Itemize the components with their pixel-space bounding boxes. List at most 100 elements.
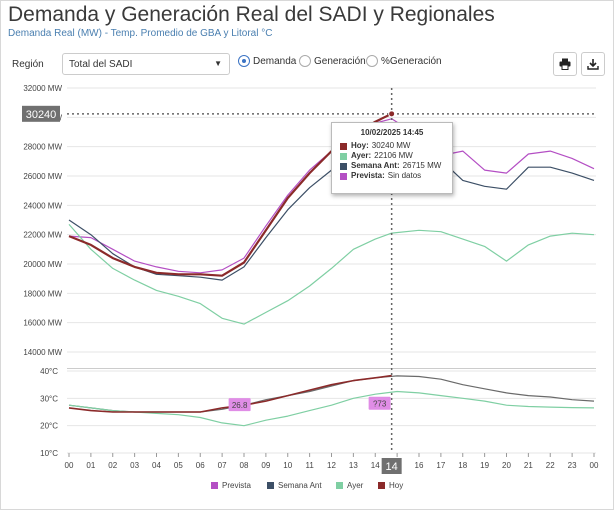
radio-demanda-dot[interactable]: [238, 55, 250, 67]
x-tick-label: 09: [261, 461, 270, 470]
tooltip-value-semana-ant: 26715 MW: [402, 161, 442, 170]
radio-generacion-dot[interactable]: [299, 55, 311, 67]
legend-item-hoy[interactable]: Hoy: [378, 481, 403, 490]
temperature-y-tick: 20°C: [40, 422, 58, 431]
series-line-semana-ant: [68, 375, 595, 413]
temperature-y-tick: 10°C: [40, 449, 58, 458]
demand-y-tick: 24000 MW: [23, 201, 62, 210]
demand-y-tick: 22000 MW: [23, 231, 62, 240]
radio-porcentaje-generacion[interactable]: %Generación: [366, 55, 442, 67]
page-title: Demanda y Generación Real del SADI y Reg…: [8, 3, 495, 26]
download-button[interactable]: [581, 52, 605, 76]
tooltip-row-hoy: Hoy: 30240 MW: [340, 141, 444, 151]
annotation-label: ?73: [373, 400, 387, 409]
temperature-y-axis: 10°C 20°C 30°C 40°C: [40, 367, 58, 458]
tooltip-key-hoy: Hoy:: [351, 141, 369, 150]
x-tick-label: 03: [130, 461, 139, 470]
page-subtitle: Demanda Real (MW) - Temp. Promedio de GB…: [8, 28, 273, 39]
x-tick-label: 11: [305, 461, 314, 470]
series-line-ayer: [68, 390, 595, 427]
tooltip-header: 10/02/2025 14:45: [360, 128, 424, 137]
tooltip-key-ayer: Ayer:: [351, 151, 372, 160]
temperature-series: [68, 374, 595, 427]
x-tick-label: 23: [568, 461, 577, 470]
crosshair: 30240 14: [22, 88, 596, 474]
temperature-y-tick: 30°C: [40, 394, 58, 403]
crosshair-point: [388, 110, 396, 118]
legend-label-hoy: Hoy: [389, 481, 404, 490]
x-tick-label: 06: [196, 461, 205, 470]
download-icon: [587, 59, 599, 70]
printer-icon: [559, 58, 571, 70]
print-button[interactable]: [553, 52, 577, 76]
temperature-y-tick: 40°C: [40, 367, 58, 376]
demand-y-tick: 28000 MW: [23, 143, 62, 152]
x-tick-label: 18: [458, 461, 467, 470]
x-tick-label: 00: [65, 461, 74, 470]
demand-y-tick: 20000 MW: [23, 260, 62, 269]
annotation-box: [368, 396, 391, 410]
x-tick-label: 13: [349, 461, 358, 470]
annotation-box: [228, 398, 251, 412]
crosshair-x-label: 14: [386, 461, 398, 473]
tooltip-row-semana-ant: Semana Ant: 26715 MW: [340, 161, 444, 171]
tooltip-key-prevista: Prevista:: [351, 171, 385, 180]
region-select[interactable]: Total del SADI ▼: [62, 53, 230, 75]
tooltip-value-hoy: 30240 MW: [371, 141, 411, 150]
radio-generacion-label: Generación: [314, 55, 366, 67]
crosshair-y-badge: [22, 105, 60, 122]
tooltip-row-prevista: Prevista: Sin datos: [340, 171, 444, 181]
tooltip-swatch-semana-ant: [340, 162, 347, 170]
legend-item-semana-ant[interactable]: Semana Ant: [267, 481, 322, 490]
x-tick-label: 19: [480, 461, 489, 470]
legend-label-ayer: Ayer: [347, 481, 364, 490]
radio-generacion[interactable]: Generación: [299, 55, 366, 67]
radio-porcentaje-generacion-dot[interactable]: [366, 55, 378, 67]
legend-swatch-semana-ant: [267, 482, 274, 489]
demand-y-tick: 14000 MW: [23, 348, 62, 357]
x-tick-label: 12: [327, 461, 336, 470]
series-line-ayer: [68, 224, 595, 325]
x-tick-label: 02: [108, 461, 117, 470]
legend-item-ayer[interactable]: Ayer: [336, 481, 363, 490]
demand-y-tick: 16000 MW: [23, 319, 62, 328]
tooltip-key-semana-ant: Semana Ant:: [351, 161, 400, 170]
tooltip-swatch-prevista: [340, 172, 347, 180]
x-tick-label: 16: [415, 461, 424, 470]
x-tick-label: 00: [590, 461, 599, 470]
radio-porcentaje-generacion-label: %Generación: [381, 55, 442, 67]
tooltip-value-prevista: Sin datos: [387, 171, 422, 180]
tooltip-value-ayer: 22106 MW: [374, 151, 413, 160]
radio-demanda[interactable]: Demanda: [238, 55, 296, 67]
x-tick-label: 22: [546, 461, 555, 470]
legend-label-prevista: Prevista: [222, 481, 251, 490]
x-tick-label: 14: [371, 461, 380, 470]
legend-item-prevista[interactable]: Prevista: [211, 481, 251, 490]
x-tick-label: 07: [218, 461, 227, 470]
region-label: Región: [12, 59, 44, 70]
x-tick-label: 05: [174, 461, 183, 470]
hour-x-axis: 0001020304050607080910111213141516171819…: [65, 453, 599, 470]
demand-y-tick: 32000 MW: [23, 84, 62, 93]
x-tick-label: 21: [524, 461, 533, 470]
legend-label-semana-ant: Semana Ant: [278, 481, 322, 490]
tooltip-swatch-ayer: [340, 152, 347, 160]
temperature-annotations: 26.8 ?73: [228, 396, 391, 412]
tooltip: 10/02/2025 14:45 Hoy: 30240 MW Ayer: 221…: [331, 122, 453, 194]
annotation-label: 26.8: [232, 401, 248, 410]
x-tick-label: 20: [502, 461, 511, 470]
legend-swatch-ayer: [336, 482, 343, 489]
crosshair-x-badge: [381, 458, 402, 474]
x-tick-label: 10: [283, 461, 292, 470]
legend-swatch-hoy: [378, 482, 385, 489]
demand-y-axis: 14000 MW 16000 MW 18000 MW 20000 MW 22000 MW…: [23, 84, 62, 357]
legend-swatch-prevista: [211, 482, 218, 489]
x-tick-label: 08: [240, 461, 249, 470]
tooltip-swatch-hoy: [340, 142, 347, 150]
demand-y-tick: 26000 MW: [23, 172, 62, 181]
x-tick-label: 01: [86, 461, 95, 470]
chevron-down-icon: ▼: [214, 59, 222, 68]
region-select-value: Total del SADI: [69, 59, 133, 70]
radio-demanda-label: Demanda: [253, 55, 297, 67]
